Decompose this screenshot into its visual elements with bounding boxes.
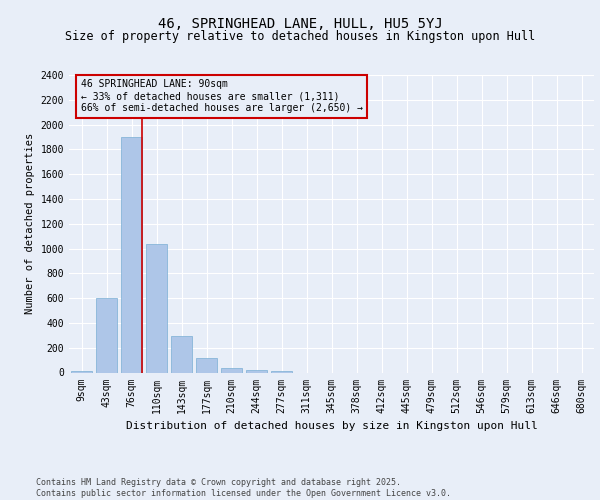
Bar <box>96 298 117 372</box>
Y-axis label: Number of detached properties: Number of detached properties <box>25 133 35 314</box>
Bar <box>171 336 192 372</box>
Bar <box>196 358 217 372</box>
Text: Size of property relative to detached houses in Kingston upon Hull: Size of property relative to detached ho… <box>65 30 535 43</box>
X-axis label: Distribution of detached houses by size in Kingston upon Hull: Distribution of detached houses by size … <box>125 421 538 431</box>
Bar <box>121 137 142 372</box>
Bar <box>146 244 167 372</box>
Text: Contains HM Land Registry data © Crown copyright and database right 2025.
Contai: Contains HM Land Registry data © Crown c… <box>36 478 451 498</box>
Bar <box>246 370 267 372</box>
Text: 46 SPRINGHEAD LANE: 90sqm
← 33% of detached houses are smaller (1,311)
66% of se: 46 SPRINGHEAD LANE: 90sqm ← 33% of detac… <box>80 80 362 112</box>
Bar <box>221 368 242 372</box>
Text: 46, SPRINGHEAD LANE, HULL, HU5 5YJ: 46, SPRINGHEAD LANE, HULL, HU5 5YJ <box>158 18 442 32</box>
